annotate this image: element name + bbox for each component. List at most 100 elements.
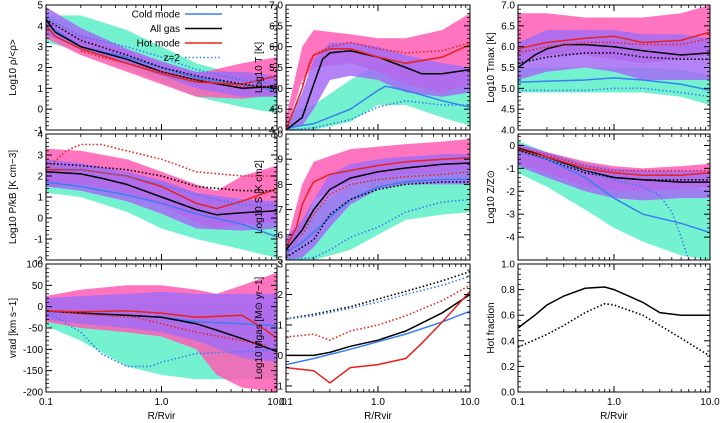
x-axis-label: R/Rvir (600, 411, 628, 422)
series-line-3 (518, 146, 710, 172)
series-line-5 (46, 166, 277, 207)
series-line-2 (286, 290, 470, 384)
series-line-1 (46, 171, 277, 216)
y-tick-label: 0 (277, 351, 283, 362)
series-line-3 (46, 143, 277, 177)
series-line-2 (286, 43, 470, 130)
y-tick-label: 3 (277, 260, 283, 271)
legend-label: Cold mode (132, 10, 181, 21)
panel-p2: 4.0 4.5 5.0 5.5 6.0 6.5 7.0 Log10 T [K] (254, 1, 471, 137)
y-tick-label: 10 (272, 130, 284, 141)
y-tick-label: 5.5 (501, 63, 515, 74)
plot-area (286, 270, 470, 384)
y-tick-label: -1 (274, 381, 283, 392)
series-line-4 (286, 275, 470, 320)
panel-p6: -4 -3 -2 -1 0 Log10 Z/Z⊙ (486, 133, 711, 261)
band-all_band-2 (286, 42, 470, 130)
y-tick-label: -2 (506, 187, 515, 198)
y-tick-label: 0 (509, 141, 515, 152)
series-line-5 (518, 87, 710, 98)
panel-p7: -200 -150 -100 -50 0 50 100 vrad [km s−1] 0.1 1.0… (8, 260, 287, 423)
y-tick-label: 6.0 (501, 42, 515, 53)
plot-area (286, 139, 470, 260)
y-tick-label: 4.5 (501, 105, 515, 116)
y-tick-label: -200 (23, 388, 43, 399)
y-tick-label: 0.0 (501, 388, 515, 399)
series-line-1 (518, 302, 710, 357)
series-line-1 (518, 43, 710, 69)
series-line-2 (46, 310, 277, 340)
series-line-1 (46, 310, 277, 353)
y-axis-label: Log10 S [K cm2] (254, 160, 265, 234)
series-line-5 (46, 16, 277, 85)
panel-p3: 4.0 4.5 5.0 5.5 6.0 6.5 7.0 Log10 Tmax [K] (486, 1, 711, 137)
y-tick-label: 4 (37, 130, 43, 141)
y-tick-label: 1 (37, 193, 43, 204)
x-tick-label: 0.1 (279, 397, 293, 408)
panel-p1: -1 0 1 2 3 4 5 Log10 ρ/<ρ> Cold mode All gas Hot m… (8, 1, 278, 137)
legend-label: All gas (150, 24, 180, 35)
y-tick-label: 5 (277, 256, 283, 267)
y-tick-label: 4.0 (269, 126, 283, 137)
series-line-1 (286, 162, 470, 251)
axes-frame (285, 263, 471, 393)
series-line-5 (286, 284, 470, 342)
series-line-0 (286, 85, 470, 129)
y-tick-label: 2 (277, 290, 283, 301)
y-axis-label: Log10 ρ/<ρ> (8, 39, 19, 96)
x-tick-label: 10.0 (460, 397, 480, 408)
y-tick-label: 5.5 (269, 63, 283, 74)
y-tick-label: -1 (506, 164, 515, 175)
y-tick-label: 100 (26, 260, 43, 271)
y-axis-label: Log10 Mgas [M⊙ yr−1] (254, 276, 265, 379)
y-tick-label: 1 (37, 84, 43, 95)
y-axis-label: Log10 Z/Z⊙ (486, 170, 497, 224)
plot-area (518, 140, 710, 260)
y-tick-label: 7.0 (269, 1, 283, 12)
y-axis-label: Hot fraction (486, 302, 497, 353)
y-tick-label: 5 (37, 1, 43, 12)
y-tick-label: 3 (37, 151, 43, 162)
y-tick-label: -150 (23, 366, 43, 377)
y-tick-label: 4.0 (501, 126, 515, 137)
y-tick-label: 6.5 (501, 21, 515, 32)
y-axis-label: Log10 T [K] (254, 42, 265, 94)
series-line-5 (518, 151, 690, 260)
x-tick-label: 0.1 (39, 397, 53, 408)
x-tick-label: 1.0 (607, 397, 621, 408)
y-tick-label: 1.0 (501, 260, 515, 271)
series-line-3 (301, 171, 470, 236)
series-line-2 (286, 157, 470, 248)
panel-p4: -2 -1 0 1 2 3 4 Log10 P/kB [K cm−3] (8, 130, 278, 267)
y-tick-label: 0.6 (501, 311, 515, 322)
x-tick-label: 1.0 (155, 397, 169, 408)
y-tick-label: 2 (37, 63, 43, 74)
y-tick-label: -3 (506, 210, 515, 221)
plot-area (46, 143, 277, 258)
y-tick-label: -50 (29, 324, 44, 335)
band-all_band-2 (46, 291, 277, 363)
band-all_band-2 (518, 30, 710, 80)
y-tick-label: 5.0 (269, 84, 283, 95)
y-tick-label: 7.0 (501, 1, 515, 12)
series-line-1 (46, 19, 277, 90)
y-tick-label: 6.0 (269, 42, 283, 53)
x-tick-label: 10.0 (700, 397, 720, 408)
x-tick-label: 1.0 (371, 397, 385, 408)
y-tick-label: 0.2 (501, 362, 515, 373)
y-tick-label: 8 (277, 180, 283, 191)
series-line-4 (518, 52, 710, 65)
y-tick-label: 0 (37, 302, 43, 313)
y-tick-label: -1 (34, 126, 43, 137)
y-tick-label: 2 (37, 172, 43, 183)
series-line-3 (286, 270, 470, 320)
series-line-3 (518, 37, 710, 54)
plot-area (46, 7, 277, 114)
series-line-3 (46, 310, 277, 368)
y-tick-label: 5.0 (501, 84, 515, 95)
y-tick-label: -4 (506, 233, 515, 244)
y-axis-label: Log10 P/kB [K cm−3] (8, 150, 19, 244)
panel-p9: 0.0 0.2 0.4 0.6 0.8 1.0 Hot fraction 0.1 1.0 10.0… (486, 260, 720, 423)
y-tick-label: 4.5 (269, 105, 283, 116)
